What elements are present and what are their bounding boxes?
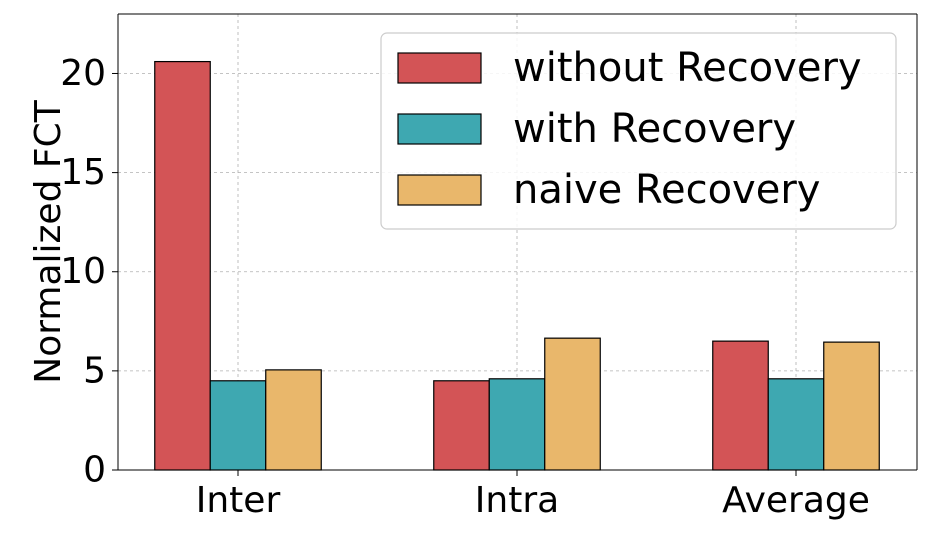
ticks-layer: 0 5 10 15 20 Inter Intra Average [60,53,870,521]
legend-label: without Recovery [513,45,862,91]
x-tick-label: Inter [196,480,281,521]
y-tick-label: 0 [83,450,106,491]
y-tick-label: 15 [60,152,106,193]
legend-label: with Recovery [513,106,796,152]
bar [154,60,211,471]
y-tick-label: 10 [60,251,106,292]
legend-label: naive Recovery [513,167,820,213]
bar [823,341,880,471]
y-tick-label: 20 [60,53,106,94]
bars-layer [154,60,880,471]
bar [488,378,546,471]
legend-swatch [397,174,482,206]
y-tick-label: 5 [83,350,106,391]
x-tick-label: Intra [475,480,559,521]
bar [209,380,267,471]
bar [265,369,322,471]
x-tick-label: Average [722,480,870,521]
bar [767,378,825,471]
y-axis-title: Normalized FCT [28,99,69,383]
bar [433,380,490,471]
legend-swatch [397,52,482,84]
bar [712,340,769,471]
legend: without Recovery with Recovery naive Recov… [380,32,897,230]
bar [544,337,601,471]
legend-frame [380,32,897,230]
legend-swatch [397,113,482,145]
